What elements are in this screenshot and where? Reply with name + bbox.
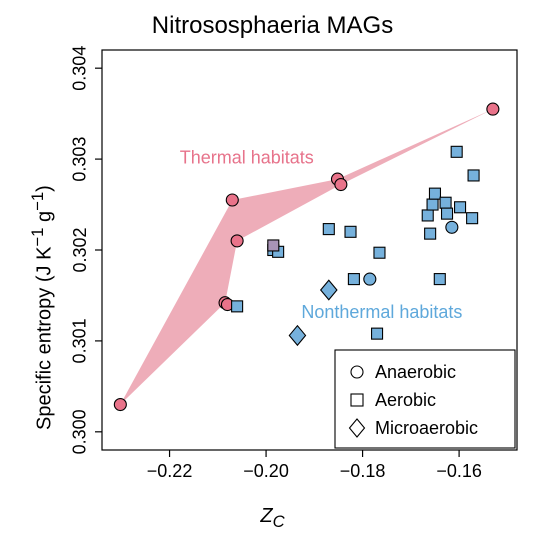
point-nonthermal_aerobic	[429, 188, 440, 199]
x-tick-label: −0.22	[147, 461, 193, 481]
point-nonthermal_anaerobic	[364, 273, 376, 285]
thermal-annotation: Thermal habitats	[180, 148, 314, 168]
point-nonthermal_aerobic	[232, 301, 243, 312]
point-nonthermal_aerobic	[442, 208, 453, 219]
chart-container: Nitrososphaeria MAGs Specific entropy (J…	[0, 0, 545, 545]
x-tick-label: −0.16	[436, 461, 482, 481]
point-thermal_anaerobic	[487, 103, 499, 115]
point-thermal_anaerobic	[335, 179, 347, 191]
point-nonthermal_microaerobic	[321, 280, 337, 300]
point-thermal_anaerobic	[114, 399, 126, 411]
point-nonthermal_aerobic	[434, 274, 445, 285]
point-nonthermal_aerobic	[348, 274, 359, 285]
point-nonthermal_aerobic	[451, 146, 462, 157]
point-nonthermal_aerobic	[425, 228, 436, 239]
y-tick-label: 0.303	[70, 137, 90, 182]
point-nonthermal_aerobic	[323, 224, 334, 235]
x-tick-label: −0.18	[340, 461, 386, 481]
point-nonthermal_aerobic	[455, 202, 466, 213]
x-tick-label: −0.20	[243, 461, 289, 481]
point-transitional_aerobic	[268, 240, 279, 251]
y-tick-label: 0.300	[70, 409, 90, 454]
nonthermal-annotation: Nonthermal habitats	[301, 302, 462, 322]
point-nonthermal_aerobic	[374, 247, 385, 258]
point-nonthermal_aerobic	[467, 213, 478, 224]
point-nonthermal_aerobic	[345, 226, 356, 237]
y-tick-label: 0.301	[70, 318, 90, 363]
point-nonthermal_aerobic	[427, 199, 438, 210]
plot-svg: −0.22 −0.20 −0.18 −0.16 0.300 0.301 0.302 0.303…	[0, 0, 545, 545]
y-tick-label: 0.302	[70, 227, 90, 272]
legend-label: Microaerobic	[375, 418, 478, 438]
point-thermal_anaerobic	[226, 194, 238, 206]
point-nonthermal_anaerobic	[446, 221, 458, 233]
point-nonthermal_aerobic	[468, 170, 479, 181]
point-thermal_anaerobic	[231, 235, 243, 247]
y-tick-label: 0.304	[70, 46, 90, 91]
point-nonthermal_microaerobic	[289, 326, 305, 346]
legend-label: Aerobic	[375, 390, 436, 410]
point-nonthermal_aerobic	[422, 210, 433, 221]
legend-label: Anaerobic	[375, 362, 456, 382]
point-nonthermal_aerobic	[440, 197, 451, 208]
point-nonthermal_aerobic	[372, 328, 383, 339]
